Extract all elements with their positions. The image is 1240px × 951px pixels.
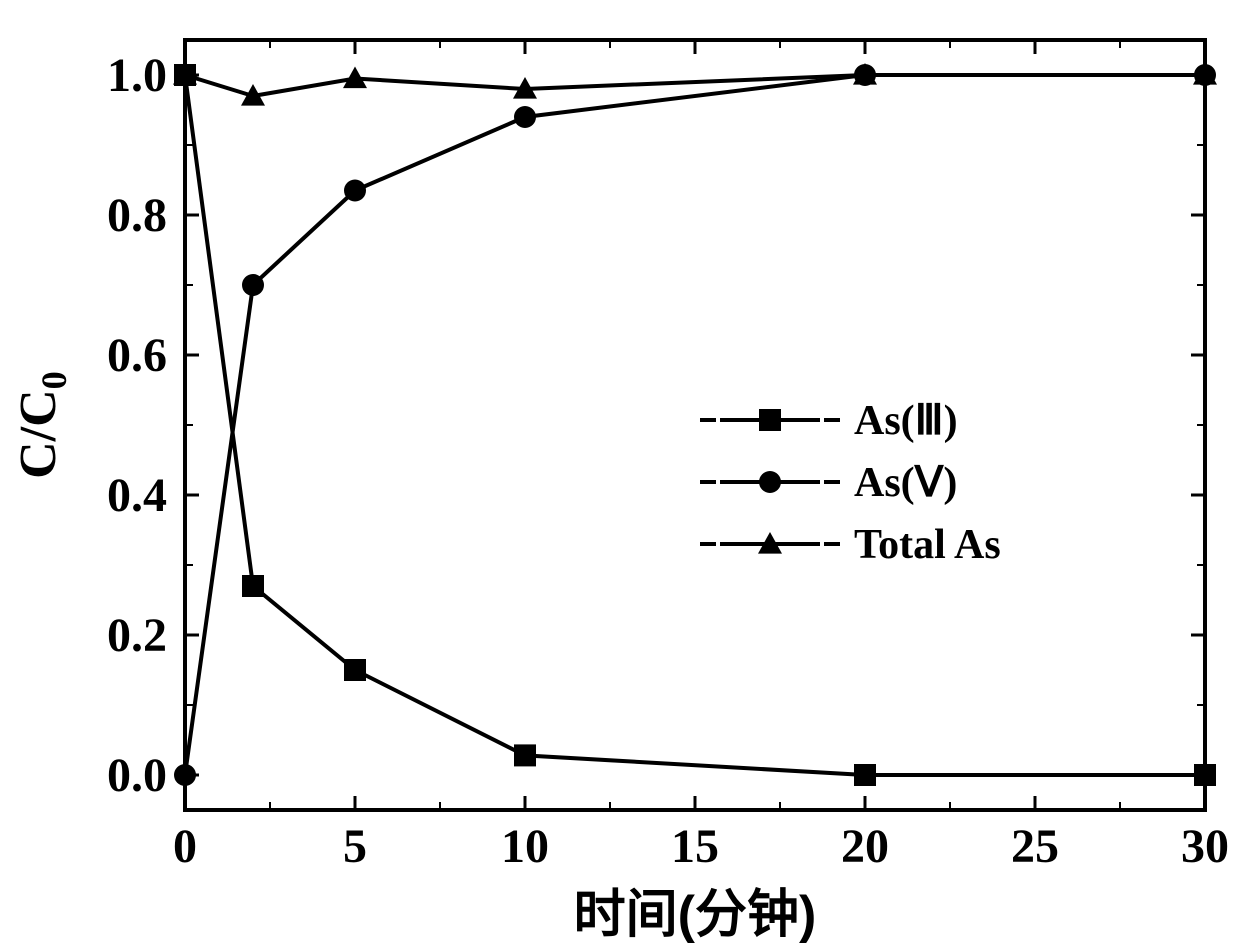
x-tick-label: 25 bbox=[1011, 820, 1059, 873]
series-marker-0 bbox=[854, 764, 876, 786]
y-tick-label: 0.6 bbox=[107, 329, 167, 382]
x-tick-label: 5 bbox=[343, 820, 367, 873]
x-tick-label: 30 bbox=[1181, 820, 1229, 873]
chart-svg: 0510152025300.00.20.40.60.81.0时间(分钟)C/C0… bbox=[0, 0, 1240, 951]
y-tick-label: 0.2 bbox=[107, 609, 167, 662]
y-tick-label: 0.0 bbox=[107, 749, 167, 802]
series-marker-0 bbox=[514, 744, 536, 766]
y-tick-label: 1.0 bbox=[107, 49, 167, 102]
x-axis-label: 时间(分钟) bbox=[574, 886, 817, 944]
series-marker-1 bbox=[514, 106, 536, 128]
series-marker-0 bbox=[1194, 764, 1216, 786]
y-tick-label: 0.8 bbox=[107, 189, 167, 242]
series-marker-1 bbox=[344, 180, 366, 202]
x-tick-label: 10 bbox=[501, 820, 549, 873]
chart-container: 0510152025300.00.20.40.60.81.0时间(分钟)C/C0… bbox=[0, 0, 1240, 951]
legend-marker-1 bbox=[759, 471, 781, 493]
series-marker-1 bbox=[174, 764, 196, 786]
y-tick-label: 0.4 bbox=[107, 469, 167, 522]
legend-label-2: Total As bbox=[854, 522, 1001, 568]
legend-label-1: As(Ⅴ) bbox=[854, 460, 957, 506]
series-marker-0 bbox=[344, 659, 366, 681]
series-marker-0 bbox=[242, 575, 264, 597]
x-tick-label: 0 bbox=[173, 820, 197, 873]
x-tick-label: 20 bbox=[841, 820, 889, 873]
legend-marker-0 bbox=[759, 409, 781, 431]
legend-label-0: As(Ⅲ) bbox=[854, 398, 958, 444]
series-marker-1 bbox=[242, 274, 264, 296]
x-tick-label: 15 bbox=[671, 820, 719, 873]
